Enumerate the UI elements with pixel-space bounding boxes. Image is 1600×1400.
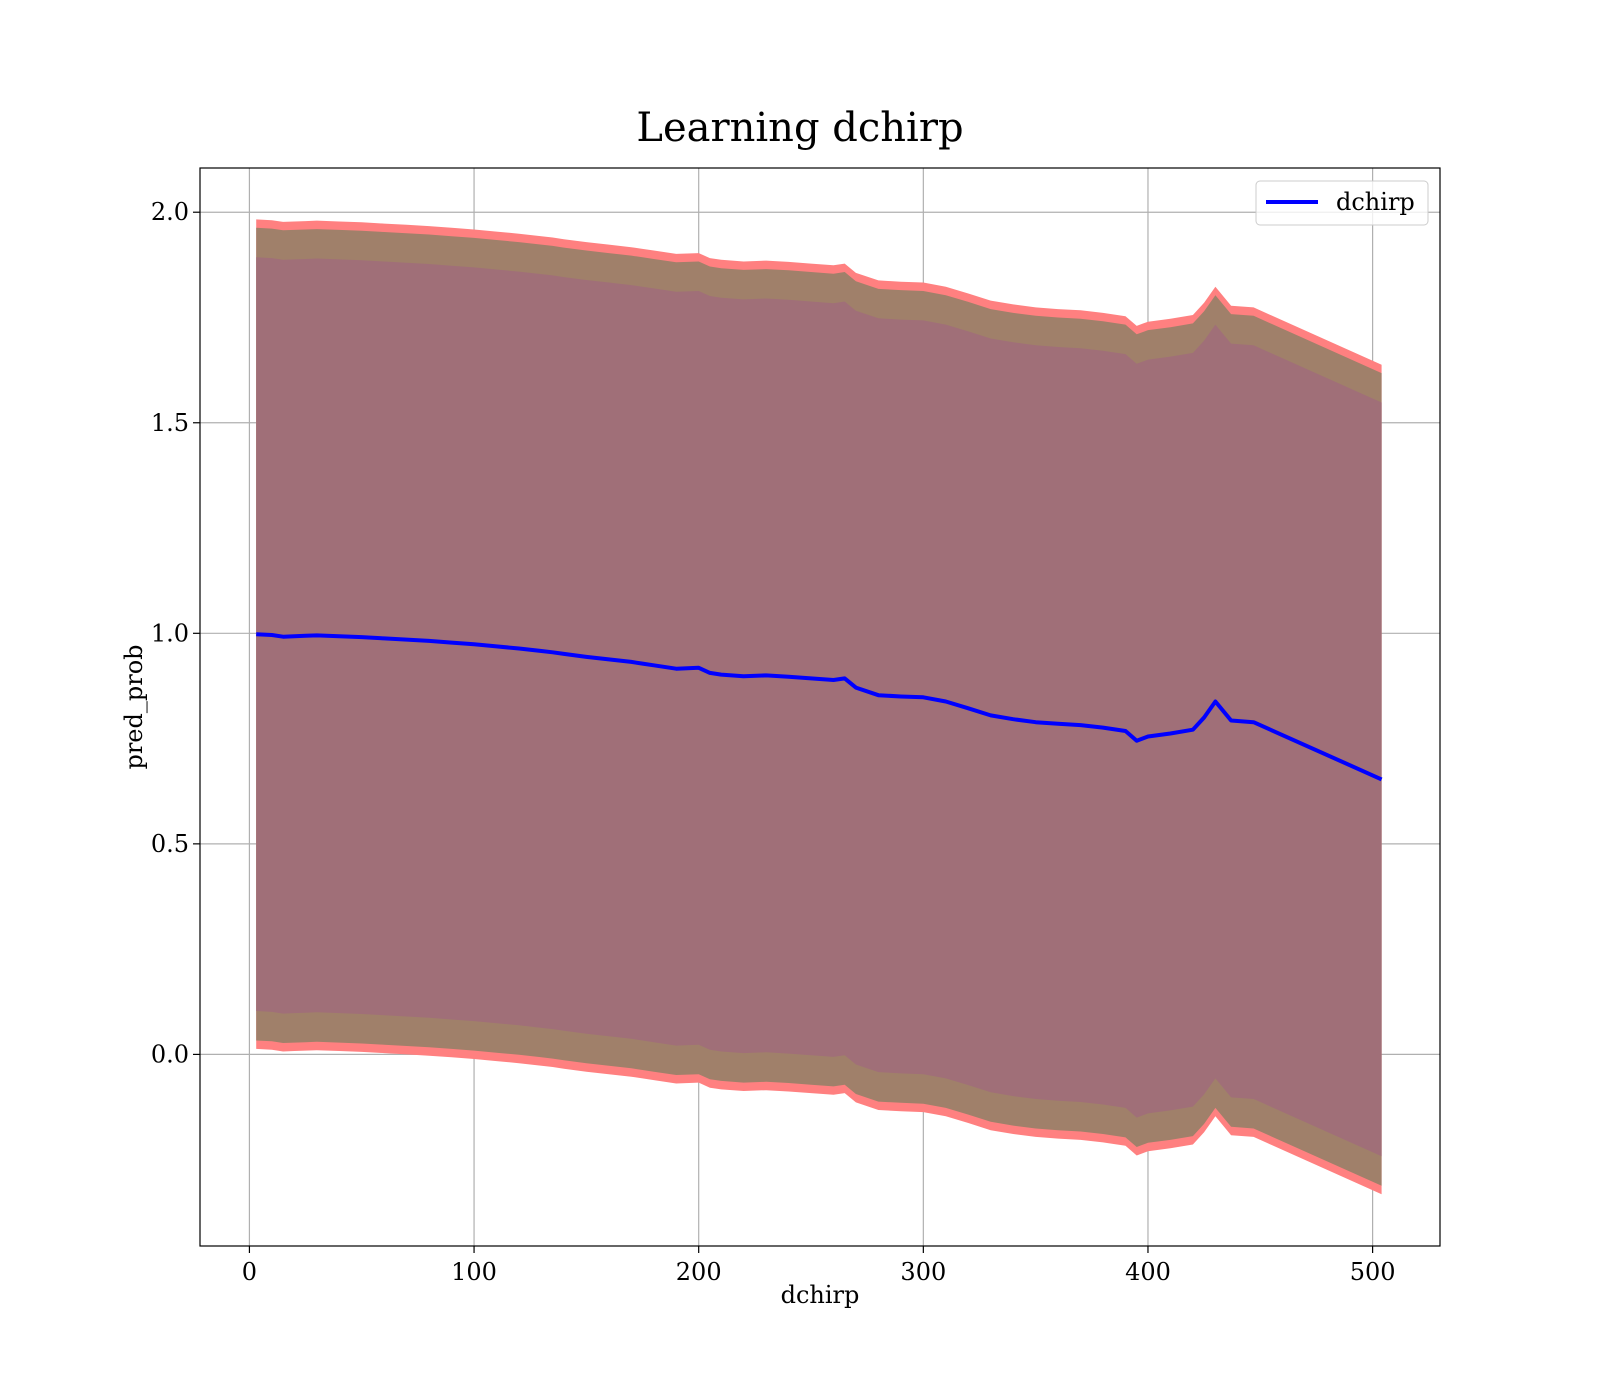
x-tick-label: 0 <box>242 1258 257 1286</box>
x-tick-label: 500 <box>1350 1258 1396 1286</box>
y-tick-label: 0.5 <box>151 830 189 858</box>
y-tick-label: 0.0 <box>151 1040 189 1068</box>
y-axis-label: pred_prob <box>120 644 148 769</box>
legend: dchirp <box>1255 180 1429 226</box>
x-tick-label: 100 <box>451 1258 497 1286</box>
confidence-bands <box>256 219 1382 1195</box>
legend-label: dchirp <box>1336 188 1415 216</box>
x-tick-label: 400 <box>1125 1258 1171 1286</box>
legend-box <box>1255 180 1429 226</box>
chart-title: Learning dchirp <box>636 105 963 151</box>
y-tick-label: 2.0 <box>151 198 189 226</box>
x-axis-label: dchirp <box>781 1281 860 1309</box>
x-tick-label: 300 <box>900 1258 946 1286</box>
axis-ticks: 0 100 200 300 400 500 0.0 0.5 1.0 1.5 2.0 <box>151 198 1396 1286</box>
plot-frame <box>199 167 1441 1247</box>
series-lines <box>256 632 1383 782</box>
y-tick-label: 1.0 <box>151 619 189 647</box>
confidence-band-2 <box>256 257 1382 1157</box>
y-tick-label: 1.5 <box>151 409 189 437</box>
x-tick-label: 200 <box>676 1258 722 1286</box>
series-line-dchirp <box>256 632 1383 782</box>
